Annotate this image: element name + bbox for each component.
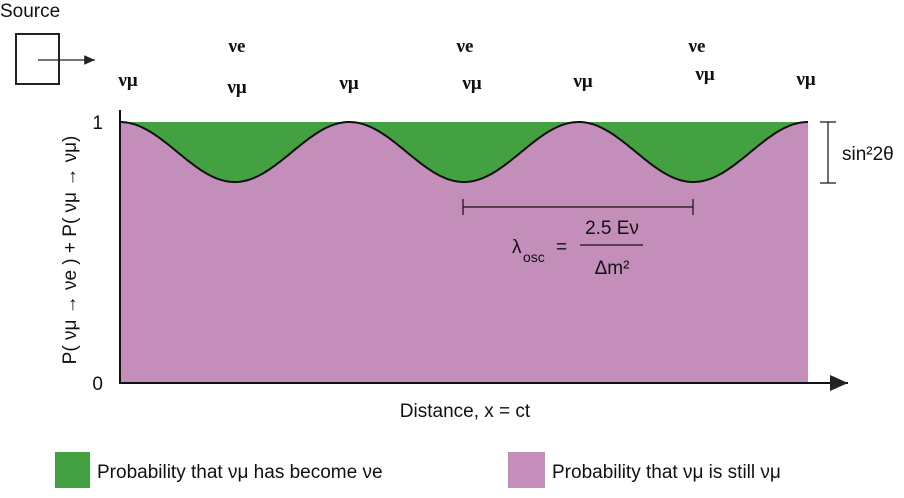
flavor-label: νμ — [117, 70, 137, 91]
flavor-label: νe — [456, 36, 474, 57]
flavor-label: νμ — [572, 71, 592, 92]
amplitude-label: sin²2θ — [842, 144, 894, 165]
legend-label: Probability that νμ is still νμ — [552, 462, 781, 483]
legend-label: Probability that νμ has become νe — [97, 462, 383, 483]
oscillation-curve — [120, 121, 808, 183]
lambda-symbol: λ — [512, 237, 522, 258]
amplitude-bracket — [820, 121, 836, 184]
flavor-label: νμ — [226, 77, 246, 98]
lambda-subscript: osc — [523, 249, 545, 265]
flavor-label: νμ — [795, 69, 815, 90]
plot-area — [120, 121, 808, 383]
flavor-label: νμ — [461, 73, 481, 94]
legend-swatch — [508, 452, 545, 488]
source-box — [15, 33, 60, 85]
wavelength-bracket — [462, 199, 694, 215]
y-tick-label: 1 — [92, 113, 103, 134]
flavor-label: νe — [228, 36, 246, 57]
flavor-label: νμ — [338, 73, 358, 94]
legend-swatch — [55, 452, 90, 488]
flavor-label: νe — [688, 36, 706, 57]
y-axis-label: P( νμ → νe ) + P( νμ → νμ) — [60, 136, 81, 365]
survival-region — [120, 122, 808, 383]
formula-numerator: 2.5 Eν — [585, 218, 639, 239]
formula-denominator: Δm² — [595, 258, 630, 279]
flavor-label: νμ — [694, 64, 714, 85]
source-label: Source — [0, 1, 60, 22]
x-axis-label: Distance, x = ct — [400, 401, 531, 422]
equals-sign: = — [556, 237, 567, 258]
y-tick-label: 0 — [92, 374, 103, 395]
